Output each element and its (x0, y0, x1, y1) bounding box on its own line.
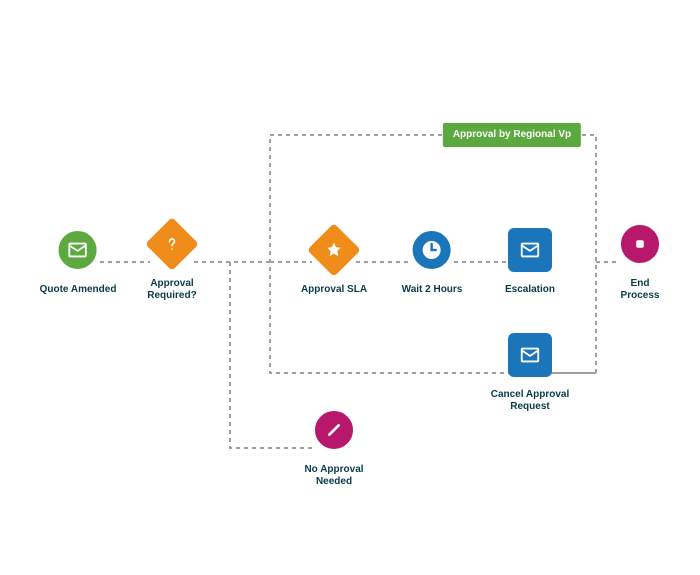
node-cancel: Cancel Approval Request (485, 333, 575, 413)
star-icon (315, 231, 353, 269)
mail-icon (508, 228, 552, 272)
node-label: No Approval Needed (289, 464, 379, 488)
node-end: End Process (610, 222, 670, 302)
mail-icon (56, 228, 100, 272)
container-label: Approval by Regional Vp (443, 123, 581, 147)
node-wait: Wait 2 Hours (402, 228, 463, 296)
flowchart-canvas: Approval by Regional Vp Quote Amended App… (0, 0, 700, 575)
mail-icon (508, 333, 552, 377)
node-label: Approval SLA (301, 284, 367, 296)
clock-icon (410, 228, 454, 272)
question-icon (153, 225, 191, 263)
node-label: Escalation (505, 284, 555, 296)
node-escal: Escalation (505, 228, 555, 296)
stop-icon (618, 222, 662, 266)
node-noapp: No Approval Needed (289, 408, 379, 488)
node-label: End Process (610, 278, 670, 302)
node-decision: Approval Required? (127, 222, 217, 302)
node-sla: Approval SLA (301, 228, 367, 296)
node-label: Approval Required? (127, 278, 217, 302)
slash-icon (312, 408, 356, 452)
node-label: Quote Amended (40, 284, 117, 296)
node-label: Wait 2 Hours (402, 284, 463, 296)
node-quote: Quote Amended (40, 228, 117, 296)
node-label: Cancel Approval Request (485, 389, 575, 413)
